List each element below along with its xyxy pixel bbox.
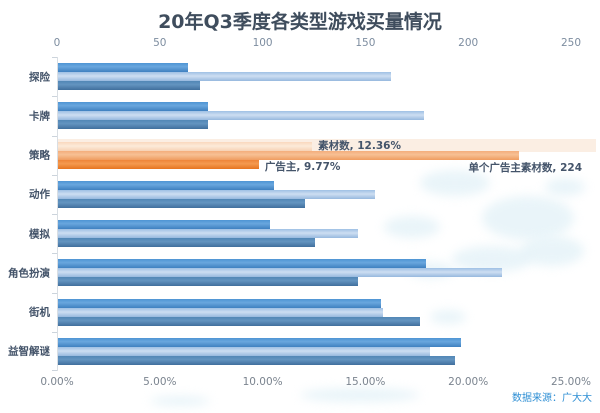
bar-material-pct (58, 337, 461, 347)
bottom-axis-tick: 5.00% (143, 376, 177, 388)
category-label: 策略 (29, 149, 50, 162)
category-label: 模拟 (29, 228, 50, 241)
annotation-creatives-per-advertiser: 单个广告主素材数, 224 (468, 161, 582, 174)
bar-advertiser-pct (58, 316, 420, 326)
bar-advertiser-pct (58, 120, 209, 130)
bar-advertiser-pct (58, 238, 315, 247)
chart-row: 动作 (29, 175, 572, 214)
chart-row: 益智解谜 (8, 332, 572, 371)
chart-row: 卡牌 (29, 96, 572, 135)
watermark-blob (150, 396, 210, 406)
watermark-blob (300, 388, 420, 402)
bottom-axis-tick: 10.00% (242, 376, 283, 388)
bar-creatives-per-advertiser (58, 307, 383, 317)
bottom-axis: 0.00% 5.00% 10.00% 15.00% 20.00% 25.00% (40, 376, 591, 390)
bottom-axis-tick: 15.00% (345, 376, 386, 388)
bar-advertiser-pct (58, 159, 259, 169)
top-axis: 0 50 100 150 200 250 (53, 37, 581, 51)
chart-row: 角色扮演 (8, 253, 572, 292)
data-source: 数据来源：广大大 (512, 393, 592, 404)
bar-creatives-per-advertiser (58, 346, 431, 356)
category-label: 街机 (29, 306, 50, 319)
category-label: 探险 (29, 71, 50, 84)
annotation-material-count: 素材数, 12.36% (318, 139, 401, 152)
bar-material-pct (58, 102, 209, 112)
top-axis-tick: 150 (355, 37, 376, 49)
bar-creatives-per-advertiser (58, 72, 392, 81)
bar-advertiser-pct (58, 355, 455, 365)
bar-material-pct (58, 298, 381, 308)
bar-material-pct (58, 180, 274, 190)
chart-row: 模拟 (29, 214, 572, 253)
axis-tick-mark (52, 253, 57, 255)
annotation-advertiser: 广告主, 9.77% (264, 160, 341, 173)
top-axis-tick: 100 (252, 37, 273, 49)
category-label: 卡牌 (29, 110, 50, 123)
axis-tick-mark (52, 135, 57, 137)
axis-tick-mark (52, 214, 57, 215)
category-label: 益智解谜 (8, 345, 50, 358)
bar-creatives-per-advertiser (58, 111, 424, 121)
top-axis-tick: 200 (458, 37, 479, 49)
plot-area: 探险卡牌策略 素材数, 12.36% 广告主, 9.77% 单个广告主素材数, 224… (8, 57, 596, 371)
bar-advertiser-pct (58, 198, 305, 208)
bar-creatives-per-advertiser (58, 229, 359, 238)
bar-creatives-per-advertiser (58, 150, 519, 160)
chart-row: 探险 (29, 57, 572, 96)
axis-tick-mark (52, 57, 57, 58)
category-label: 角色扮演 (8, 267, 50, 280)
chart-title: 20年Q3季度各类型游戏买量情况 (158, 11, 442, 33)
axis-tick-mark (52, 331, 57, 333)
bar-advertiser-pct (58, 81, 200, 90)
chart-row: 街机 (29, 293, 572, 332)
bar-creatives-per-advertiser (58, 268, 503, 278)
bar-material-pct (58, 63, 188, 72)
bar-creatives-per-advertiser (58, 189, 375, 199)
bottom-axis-tick: 20.00% (448, 376, 489, 388)
category-label: 动作 (29, 188, 50, 201)
bottom-axis-tick: 25.00% (550, 376, 592, 388)
bar-advertiser-pct (58, 277, 359, 287)
axis-tick-mark (52, 370, 57, 371)
axis-tick-mark (52, 292, 57, 294)
bottom-axis-tick: 0.00% (40, 376, 74, 388)
bar-material-pct (58, 141, 313, 151)
top-axis-tick: 250 (560, 37, 582, 49)
chart-row: 策略 素材数, 12.36% 广告主, 9.77% 单个广告主素材数, 224 (29, 136, 596, 175)
axis-tick-mark (52, 174, 57, 176)
bar-material-pct (58, 220, 270, 229)
axis-tick-mark (52, 96, 57, 98)
top-axis-tick: 50 (153, 37, 167, 49)
bar-material-pct (58, 259, 427, 269)
top-axis-tick: 0 (53, 37, 61, 49)
